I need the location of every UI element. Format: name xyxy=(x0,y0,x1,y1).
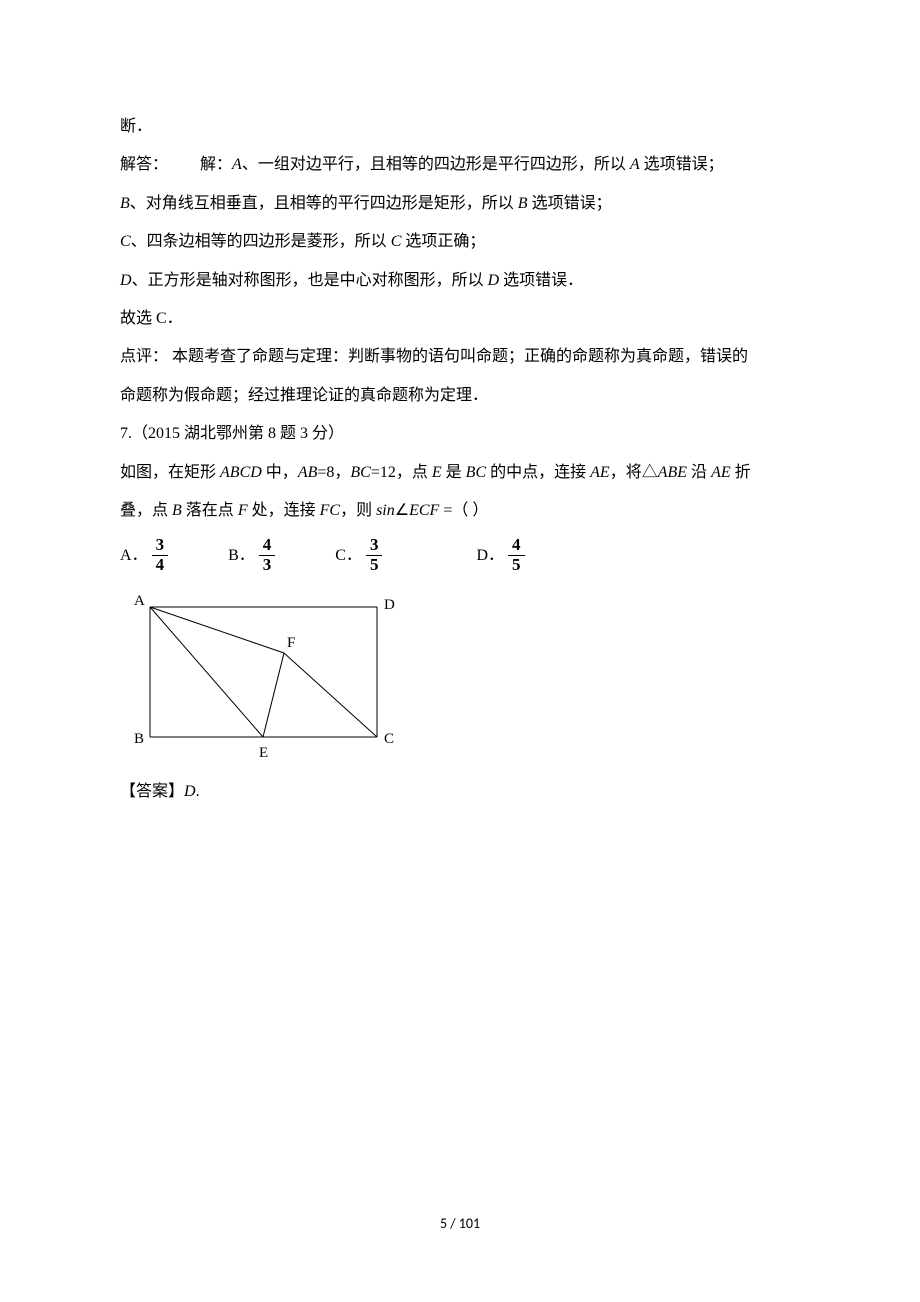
figure-svg: A D B C E F xyxy=(122,585,407,760)
text-line: 点评： 本题考查了命题与定理：判断事物的语句叫命题；正确的命题称为真命题，错误的 xyxy=(120,338,800,376)
frac-den: 5 xyxy=(508,555,525,575)
frac-den: 4 xyxy=(152,555,169,575)
text-line: 叠，点 B 落在点 F 处，连接 FC，则 sin∠ECF =（ ） xyxy=(120,492,800,530)
text-line: 命题称为假命题；经过推理论证的真命题称为定理． xyxy=(120,377,800,415)
frac-num: 3 xyxy=(366,536,383,555)
svg-text:B: B xyxy=(134,731,144,747)
svg-text:E: E xyxy=(259,745,268,760)
var-e: E xyxy=(432,464,442,481)
var-ab: AB xyxy=(298,464,318,481)
var-ae: AE xyxy=(590,464,610,481)
fraction-c: 35 xyxy=(366,536,383,574)
option-a-label: A． xyxy=(120,543,148,569)
frac-num: 4 xyxy=(259,536,276,555)
option-b-label: B． xyxy=(228,543,255,569)
text: 、四条边相等的四边形是菱形，所以 xyxy=(131,233,391,250)
text-line: D、正方形是轴对称图形，也是中心对称图形，所以 D 选项错误． xyxy=(120,262,800,300)
text: =12，点 xyxy=(371,464,432,481)
opt-b: B xyxy=(120,195,130,212)
text: 处，连接 xyxy=(248,502,320,519)
text: 解： xyxy=(200,156,232,173)
frac-den: 5 xyxy=(366,555,383,575)
label-jieda: 解答： xyxy=(120,156,168,173)
answer-suffix: . xyxy=(196,783,200,800)
text: 叠，点 xyxy=(120,502,172,519)
svg-text:F: F xyxy=(287,635,295,651)
var-fc: FC xyxy=(320,502,340,519)
fraction-d: 45 xyxy=(508,536,525,574)
text: 沿 xyxy=(687,464,711,481)
frac-num: 4 xyxy=(508,536,525,555)
var-sin: sin xyxy=(376,502,395,519)
options-row: A． 34 B． 43 C． 35 D． 45 xyxy=(120,536,800,574)
text: 选项错误； xyxy=(640,156,724,173)
opt-a2: A xyxy=(630,156,640,173)
text: 是 xyxy=(442,464,466,481)
text: 折 xyxy=(731,464,751,481)
answer-value: D xyxy=(184,783,196,800)
text: 选项错误． xyxy=(499,272,583,289)
text-line: 7.（2015 湖北鄂州第 8 题 3 分） xyxy=(120,415,800,453)
text: 落在点 xyxy=(182,502,238,519)
opt-d: D xyxy=(120,272,132,289)
fraction-b: 43 xyxy=(259,536,276,574)
answer-prefix: 【答案】 xyxy=(120,783,184,800)
opt-b2: B xyxy=(518,195,528,212)
text: ，将 xyxy=(610,464,642,481)
text: 、一组对边平行，且相等的四边形是平行四边形，所以 xyxy=(242,156,630,173)
text: ，则 xyxy=(340,502,376,519)
opt-c2: C xyxy=(391,233,402,250)
opt-a: A xyxy=(232,156,242,173)
page-footer: 5 / 101 xyxy=(0,1215,920,1232)
option-d-label: D． xyxy=(476,543,504,569)
text-line: 断． xyxy=(120,108,800,146)
var-ecf: ECF xyxy=(409,502,439,519)
text-line: B、对角线互相垂直，且相等的平行四边形是矩形，所以 B 选项错误； xyxy=(120,185,800,223)
text: 选项错误； xyxy=(528,195,612,212)
text: =（ ） xyxy=(439,502,488,519)
text: 中， xyxy=(262,464,298,481)
var-abe: ABE xyxy=(658,464,687,481)
text: 如图，在矩形 xyxy=(120,464,220,481)
geometry-figure: A D B C E F xyxy=(122,585,800,765)
svg-text:C: C xyxy=(384,731,394,747)
text: 、对角线互相垂直，且相等的平行四边形是矩形，所以 xyxy=(130,195,518,212)
answer-line: 【答案】D. xyxy=(120,773,800,811)
option-c-label: C． xyxy=(335,543,362,569)
frac-den: 3 xyxy=(259,555,276,575)
svg-text:D: D xyxy=(384,597,395,613)
text: 的中点，连接 xyxy=(486,464,590,481)
fraction-a: 34 xyxy=(152,536,169,574)
var-ae2: AE xyxy=(711,464,731,481)
tri: △ xyxy=(642,464,658,481)
text: 选项正确； xyxy=(401,233,485,250)
opt-c: C xyxy=(120,233,131,250)
text-line: 解答：解：A、一组对边平行，且相等的四边形是平行四边形，所以 A 选项错误； xyxy=(120,146,800,184)
var-b: B xyxy=(172,502,182,519)
angle: ∠ xyxy=(395,502,409,519)
text-line: C、四条边相等的四边形是菱形，所以 C 选项正确； xyxy=(120,223,800,261)
text: 、正方形是轴对称图形，也是中心对称图形，所以 xyxy=(132,272,488,289)
svg-text:A: A xyxy=(134,593,145,609)
text: =8， xyxy=(317,464,350,481)
text-line: 故选 C． xyxy=(120,300,800,338)
frac-num: 3 xyxy=(152,536,169,555)
var-bc: BC xyxy=(350,464,370,481)
var-bc2: BC xyxy=(466,464,486,481)
var-f: F xyxy=(238,502,248,519)
text-line: 如图，在矩形 ABCD 中，AB=8，BC=12，点 E 是 BC 的中点，连接… xyxy=(120,454,800,492)
opt-d2: D xyxy=(488,272,500,289)
var-abcd: ABCD xyxy=(220,464,262,481)
